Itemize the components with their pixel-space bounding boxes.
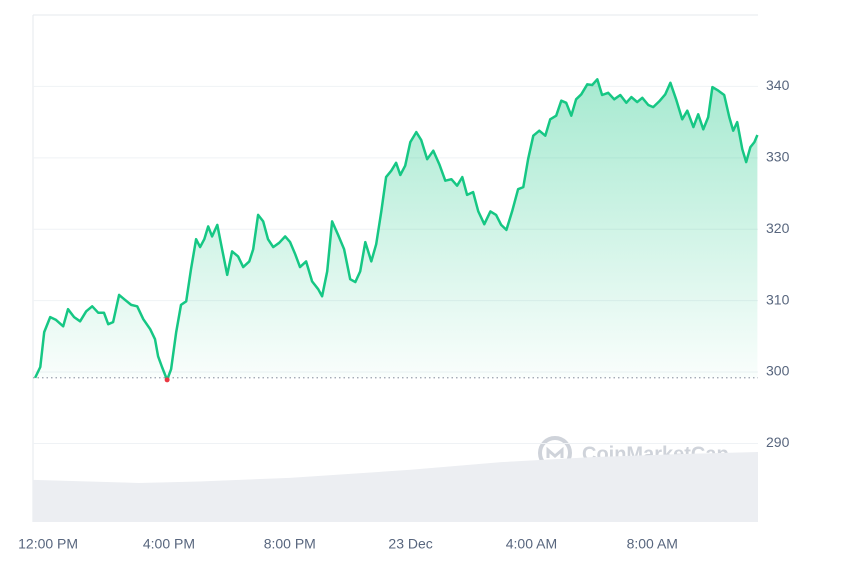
x-tick-label: 4:00 AM (506, 536, 557, 552)
y-tick-label: 310 (766, 291, 790, 307)
x-tick-label: 4:00 PM (143, 536, 195, 552)
x-tick-label: 12:00 PM (18, 536, 78, 552)
x-tick-label: 23 Dec (388, 536, 432, 552)
price-line (33, 78, 759, 382)
x-tick-label: 8:00 PM (264, 536, 316, 552)
volume-area (33, 452, 758, 522)
y-tick-label: 290 (766, 434, 790, 450)
y-tick-label: 320 (766, 220, 790, 236)
y-tick-label: 300 (766, 363, 790, 379)
price-area (35, 79, 758, 380)
x-tick-label: 8:00 AM (627, 536, 678, 552)
y-tick-label: 330 (766, 149, 790, 165)
low-point (164, 377, 170, 383)
y-tick-label: 340 (766, 77, 790, 93)
